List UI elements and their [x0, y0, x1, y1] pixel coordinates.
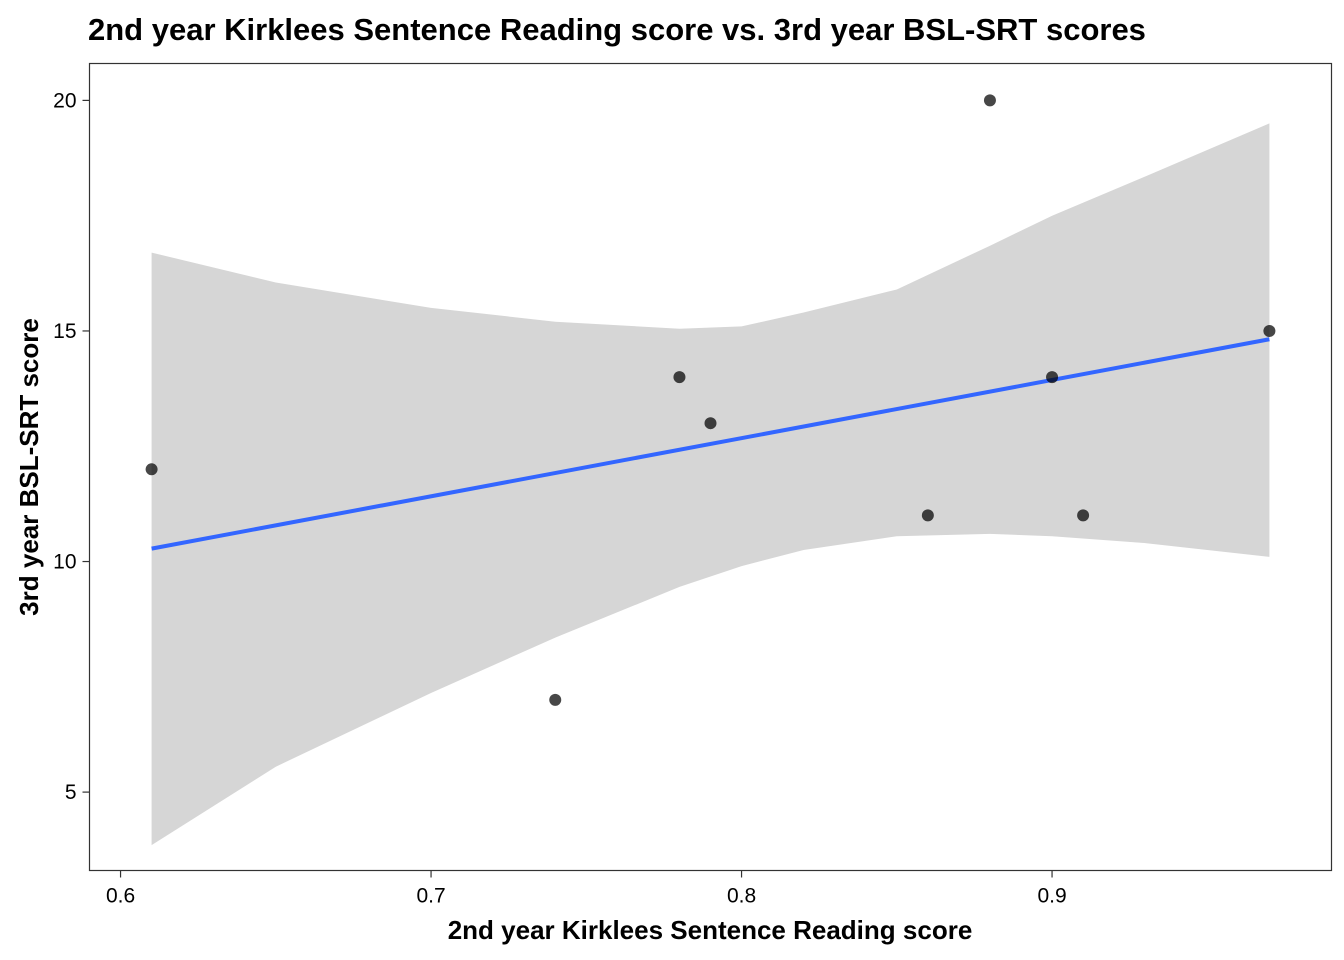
regression-line	[151, 337, 1270, 551]
y-tick-label: 5	[65, 781, 77, 804]
x-tick-label: 0.8	[727, 885, 756, 908]
y-tick-label: 20	[53, 89, 76, 112]
data-point-4	[704, 417, 717, 430]
panel-border	[88, 62, 1333, 872]
data-point-1	[145, 463, 158, 476]
x-tick-label: 0.6	[106, 885, 135, 908]
y-tick-label: 15	[53, 320, 76, 343]
data-point-8	[1077, 509, 1090, 522]
x-axis-title: 2nd year Kirklees Sentence Reading score	[448, 915, 973, 945]
regression-line-layer	[151, 337, 1270, 551]
data-point-5	[921, 509, 934, 522]
confidence-band-layer	[151, 123, 1270, 846]
x-tick-label: 0.9	[1037, 885, 1066, 908]
confidence-band	[151, 123, 1270, 846]
x-axis: 0.6 0.7 0.8 0.9	[106, 870, 1067, 908]
chart-title: 2nd year Kirklees Sentence Reading score…	[88, 12, 1146, 47]
data-point-6	[983, 94, 996, 107]
y-axis-title: 3rd year BSL-SRT score	[14, 318, 44, 616]
data-point-7	[1046, 371, 1059, 384]
y-tick-label: 10	[53, 551, 76, 574]
y-axis: 5 10 15 20	[53, 89, 90, 804]
x-tick-label: 0.7	[416, 885, 445, 908]
data-point-3	[673, 371, 686, 384]
data-points-layer	[145, 94, 1276, 706]
data-point-2	[549, 693, 562, 706]
data-point-9	[1263, 324, 1276, 337]
